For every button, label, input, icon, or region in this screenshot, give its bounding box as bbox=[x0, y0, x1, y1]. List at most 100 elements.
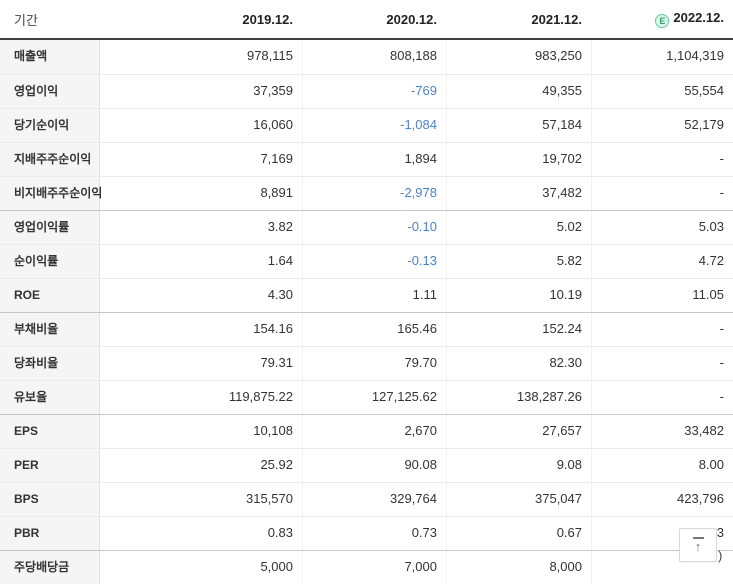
row-label: 유보율 bbox=[0, 381, 100, 414]
row-label: 비지배주주순이익 bbox=[0, 177, 102, 210]
cell-value: 138,287.26 bbox=[446, 381, 591, 414]
period-header-label: 기간 bbox=[14, 12, 38, 28]
row-label: 매출액 bbox=[0, 40, 100, 74]
cell-value: 33,482 bbox=[591, 415, 733, 448]
cell-value bbox=[591, 551, 733, 584]
cell-value: 79.31 bbox=[260, 355, 293, 370]
cell-value: 7,000 bbox=[302, 551, 446, 584]
table-row: ROE 4.30 1.11 10.19 11.05 bbox=[0, 278, 733, 312]
cell-value: 49,355 bbox=[446, 75, 591, 108]
cell-value: 978,115 bbox=[246, 48, 293, 63]
row-label: 지배주주순이익 bbox=[0, 143, 100, 176]
cell-value: 10,108 bbox=[253, 423, 293, 438]
cell-value: 79.70 bbox=[302, 347, 446, 380]
table-row: EPS 10,108 2,670 27,657 33,482 bbox=[0, 414, 733, 448]
cell-value: - bbox=[591, 313, 733, 346]
column-header-2022-label: 2022.12. bbox=[673, 9, 724, 25]
cell-value: 1.64 bbox=[267, 253, 293, 268]
column-header-2021: 2021.12. bbox=[531, 11, 582, 27]
cell-value: 5.03 bbox=[591, 211, 733, 244]
cell-value: 1,104,319 bbox=[591, 40, 733, 74]
table-row: 유보율 119,875.22 127,125.62 138,287.26- bbox=[0, 380, 733, 414]
cell-value: 7,169 bbox=[260, 151, 293, 166]
cell-value: 119,875.22 bbox=[228, 389, 293, 404]
table-row: 비지배주주순이익 8,891 -2,978 37,482- bbox=[0, 176, 733, 210]
cell-value: - bbox=[591, 177, 733, 210]
cell-value: - bbox=[591, 381, 733, 414]
row-label: 영업이익률 bbox=[0, 211, 100, 244]
cell-value: 5.02 bbox=[446, 211, 591, 244]
column-header-2019: 2019.12. bbox=[242, 11, 293, 27]
cell-value: 8,000 bbox=[446, 551, 591, 584]
cell-value: 127,125.62 bbox=[302, 381, 446, 414]
estimate-badge-icon: E bbox=[655, 14, 670, 29]
cell-value: 5,000 bbox=[260, 559, 293, 574]
row-label: 주당배당금 bbox=[0, 551, 100, 584]
row-label: 당좌비율 bbox=[0, 347, 100, 380]
column-header-2022: E 2022.12. bbox=[591, 10, 733, 29]
cell-value: 0.83 bbox=[267, 525, 293, 540]
cell-value: 9.08 bbox=[446, 449, 591, 482]
cell-value: 4.30 bbox=[267, 287, 293, 302]
cell-value: 16,060 bbox=[253, 117, 293, 132]
table-row: 주당배당금 5,000 7,000 8,000 bbox=[0, 550, 733, 584]
cell-value: 165.46 bbox=[302, 313, 446, 346]
row-label: 부채비율 bbox=[0, 313, 100, 346]
cell-value: 25.92 bbox=[260, 457, 293, 472]
cell-value: 11.05 bbox=[591, 279, 733, 312]
table-row: 매출액 978,115 808,188 983,250 1,104,319 bbox=[0, 40, 733, 74]
cell-value: 0.67 bbox=[446, 517, 591, 550]
cell-value: 27,657 bbox=[446, 415, 591, 448]
table-row: 지배주주순이익 7,169 1,894 19,702- bbox=[0, 142, 733, 176]
cell-value: 154.16 bbox=[253, 321, 293, 336]
cell-value: 10.19 bbox=[446, 279, 591, 312]
arrow-up-to-bar-icon: ↑ bbox=[692, 537, 704, 553]
table-row: 당좌비율 79.31 79.70 82.30- bbox=[0, 346, 733, 380]
table-row: 영업이익률 3.82 -0.10 5.02 5.03 bbox=[0, 210, 733, 244]
cell-value: 4.72 bbox=[591, 245, 733, 278]
cell-value: -0.13 bbox=[302, 245, 446, 278]
cell-value: 19,702 bbox=[446, 143, 591, 176]
cell-value: 375,047 bbox=[446, 483, 591, 516]
table-row: PER 25.92 90.08 9.08 8.00 bbox=[0, 448, 733, 482]
cell-value: 423,796 bbox=[591, 483, 733, 516]
row-label: BPS bbox=[0, 483, 100, 516]
cell-value: 2,670 bbox=[302, 415, 446, 448]
cell-value: 52,179 bbox=[591, 109, 733, 142]
table-row: 순이익률 1.64 -0.13 5.82 4.72 bbox=[0, 244, 733, 278]
row-label: EPS bbox=[0, 415, 100, 448]
cell-value: 329,764 bbox=[302, 483, 446, 516]
cell-value: 37,359 bbox=[253, 83, 293, 98]
cell-value: 1.11 bbox=[302, 279, 446, 312]
cell-value: -0.10 bbox=[302, 211, 446, 244]
cell-value: -769 bbox=[302, 75, 446, 108]
row-label: PER bbox=[0, 449, 100, 482]
row-label: 당기순이익 bbox=[0, 109, 100, 142]
cell-value: -2,978 bbox=[302, 177, 446, 210]
cell-value: 8.00 bbox=[591, 449, 733, 482]
cell-value: 0.73 bbox=[302, 517, 446, 550]
cell-value: 90.08 bbox=[302, 449, 446, 482]
cell-value: 82.30 bbox=[446, 347, 591, 380]
cell-value: 983,250 bbox=[446, 40, 591, 74]
cell-value: 808,188 bbox=[302, 40, 446, 74]
cell-value: 8,891 bbox=[260, 185, 293, 200]
column-header-2020: 2020.12. bbox=[386, 11, 437, 27]
table-row: BPS 315,570 329,764 375,047 423,796 bbox=[0, 482, 733, 516]
cell-value: - bbox=[591, 347, 733, 380]
row-label: 영업이익 bbox=[0, 75, 100, 108]
table-row: 부채비율 154.16 165.46 152.24- bbox=[0, 312, 733, 346]
cell-value: 55,554 bbox=[591, 75, 733, 108]
table-header-row: 기간 2019.12. 2020.12. 2021.12. E 2022.12. bbox=[0, 0, 733, 40]
row-label: PBR bbox=[0, 517, 100, 550]
table-row: 영업이익 37,359 -769 49,355 55,554 bbox=[0, 74, 733, 108]
scroll-to-top-button[interactable]: ↑ bbox=[679, 528, 717, 562]
cell-value: 1,894 bbox=[302, 143, 446, 176]
cell-value: 5.82 bbox=[446, 245, 591, 278]
cell-value: 57,184 bbox=[446, 109, 591, 142]
table-row: 당기순이익 16,060 -1,084 57,184 52,179 bbox=[0, 108, 733, 142]
row-label: ROE bbox=[0, 279, 100, 312]
cell-value: 3.82 bbox=[267, 219, 293, 234]
